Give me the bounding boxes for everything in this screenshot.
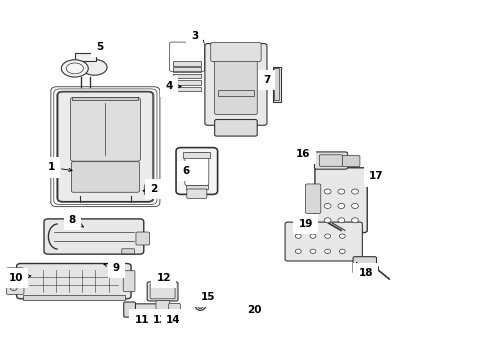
FancyBboxPatch shape [70,97,140,161]
Bar [274,68,279,100]
FancyBboxPatch shape [176,148,217,194]
Circle shape [324,249,330,253]
FancyBboxPatch shape [314,168,366,233]
Circle shape [324,203,330,208]
FancyBboxPatch shape [156,301,169,314]
Bar [183,152,210,158]
FancyBboxPatch shape [285,222,362,261]
Ellipse shape [81,59,107,75]
Circle shape [309,249,315,253]
Bar [72,97,138,100]
Text: 11: 11 [134,314,149,325]
FancyBboxPatch shape [71,162,139,192]
FancyBboxPatch shape [129,304,163,315]
Circle shape [339,234,345,238]
Circle shape [365,264,378,273]
Circle shape [295,234,301,238]
FancyBboxPatch shape [204,44,266,125]
Bar [172,67,201,72]
FancyBboxPatch shape [44,219,143,254]
Circle shape [337,218,344,223]
Text: 14: 14 [166,315,181,325]
Text: 10: 10 [8,273,31,283]
Circle shape [198,305,203,309]
Bar [75,53,96,61]
Text: 3: 3 [191,31,203,41]
Text: 6: 6 [182,166,189,176]
Circle shape [351,203,358,208]
FancyBboxPatch shape [352,257,376,273]
Circle shape [351,189,358,194]
Text: 16: 16 [295,149,310,159]
Text: 7: 7 [262,75,270,85]
FancyBboxPatch shape [122,249,134,254]
Bar [23,295,124,300]
Text: 15: 15 [200,292,215,302]
Circle shape [324,189,330,194]
FancyBboxPatch shape [314,152,347,169]
Circle shape [324,218,330,223]
Text: 1: 1 [48,162,72,172]
Text: 18: 18 [356,262,372,278]
Circle shape [195,303,205,310]
FancyBboxPatch shape [144,185,159,195]
FancyBboxPatch shape [17,264,131,299]
FancyBboxPatch shape [342,156,359,167]
Circle shape [309,234,315,238]
Text: 9: 9 [103,263,120,273]
Circle shape [10,274,17,279]
FancyBboxPatch shape [168,303,180,315]
Text: 20: 20 [246,305,261,315]
FancyBboxPatch shape [319,155,342,166]
Text: 5: 5 [97,42,103,52]
FancyBboxPatch shape [186,189,206,198]
FancyBboxPatch shape [214,120,257,136]
Text: 2: 2 [142,184,157,194]
Text: 17: 17 [368,171,383,181]
FancyBboxPatch shape [305,184,320,213]
FancyBboxPatch shape [58,92,153,202]
Circle shape [295,249,301,253]
Text: 19: 19 [298,219,312,229]
Text: 8: 8 [69,215,83,227]
Bar [272,67,280,102]
FancyBboxPatch shape [210,42,261,62]
Circle shape [324,234,330,238]
Bar [172,61,201,66]
Circle shape [339,249,345,253]
Bar [172,80,201,85]
Bar [217,90,254,96]
Bar [172,74,201,78]
Ellipse shape [61,60,88,77]
Circle shape [337,189,344,194]
Text: 13: 13 [153,314,167,325]
Bar [185,185,207,189]
FancyBboxPatch shape [6,268,24,294]
Text: 4: 4 [164,81,181,91]
FancyBboxPatch shape [147,282,178,301]
FancyBboxPatch shape [123,271,135,292]
FancyBboxPatch shape [184,153,208,185]
FancyBboxPatch shape [123,302,135,317]
Circle shape [10,285,17,291]
Circle shape [351,218,358,223]
FancyBboxPatch shape [136,232,149,245]
FancyBboxPatch shape [214,58,257,114]
Bar [172,87,201,91]
Circle shape [337,203,344,208]
Text: 12: 12 [156,273,171,283]
